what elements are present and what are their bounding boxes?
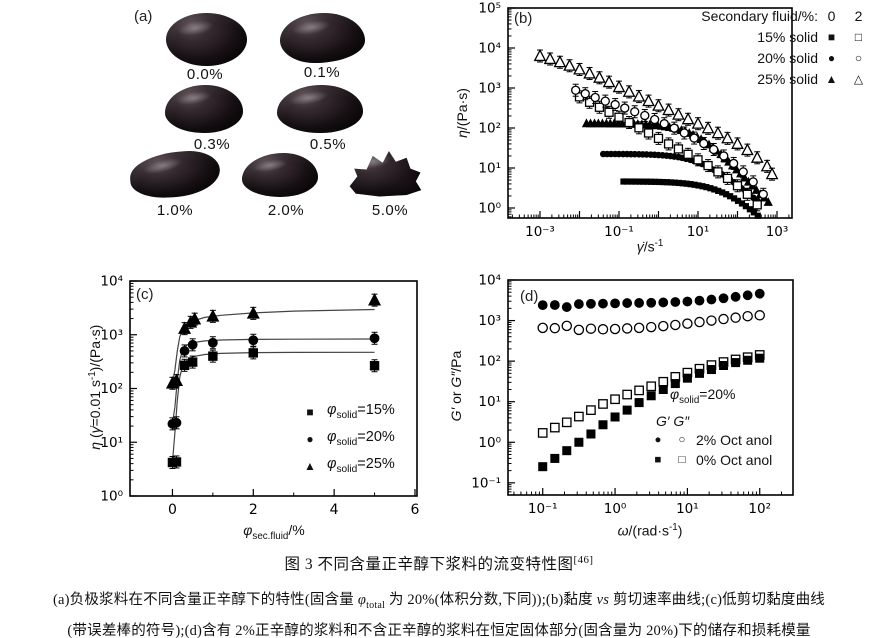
- panel-c-y-axis-label: η (γ̇=0.01 s-1)/(Pa·s): [86, 324, 104, 450]
- svg-text:10⁰: 10⁰: [604, 501, 627, 517]
- filled-triangle-icon: ▲: [825, 72, 838, 86]
- svg-text:10⁴: 10⁴: [478, 41, 501, 57]
- svg-text:4: 4: [330, 502, 339, 518]
- sample-label: 0.3%: [193, 136, 231, 153]
- legend-title-phi-solid-20: φsolid=20%: [670, 386, 736, 406]
- slurry-photo-0.0pct: [166, 13, 247, 66]
- svg-text:10³: 10³: [100, 327, 123, 343]
- slurry-photo-5.0pct: [349, 150, 422, 197]
- sample-label: 0.1%: [303, 64, 341, 81]
- figure-caption: 图 3 不同含量正辛醇下浆料的流变特性图[46] (a)负极浆料在不同含量正辛醇…: [0, 552, 878, 638]
- panel-c-tag: (c): [136, 286, 154, 303]
- slurry-photo-0.1pct: [280, 13, 365, 63]
- svg-text:10⁴: 10⁴: [100, 274, 123, 290]
- svg-text:2: 2: [249, 502, 258, 518]
- legend-label-2pct-octanol: 2% Oct anol: [696, 431, 773, 448]
- panel-b-legend: Secondary fluid/%: 0 2 15% solid ■ □ 20%…: [701, 6, 872, 90]
- panel-b-y-axis-label: η/(Pa·s): [454, 88, 470, 138]
- svg-text:10⁻¹: 10⁻¹: [471, 475, 501, 491]
- panel-d-legend: φsolid=20% G′ G″ ● ○ 2% Oct anol ■ □ 0% …: [648, 386, 773, 469]
- svg-text:10⁻¹: 10⁻¹: [528, 501, 558, 517]
- filled-circle-icon: ●: [827, 51, 836, 65]
- sample-label: 2.0%: [267, 202, 305, 219]
- panel-d-y-axis-label: G′ or G″/Pa: [448, 350, 464, 422]
- svg-text:10⁵: 10⁵: [478, 1, 501, 17]
- open-circle-icon: ○: [678, 433, 686, 446]
- legend-label-phi-solid-25: φsolid=25%: [327, 455, 395, 476]
- chart-c-low-shear-viscosity: 0 2 4 6 10⁰ 10¹ 10² 10³ 10⁴: [100, 274, 420, 519]
- legend-head-g-prime-g-double-prime: G′ G″: [656, 412, 690, 429]
- panel-a-tag: (a): [134, 8, 153, 25]
- legend-label-0pct-octanol: 0% Oct anol: [696, 451, 773, 468]
- legend-header: Secondary fluid/%:: [701, 8, 818, 24]
- sample-label: 0.5%: [309, 136, 347, 153]
- svg-text:10⁴: 10⁴: [478, 273, 501, 289]
- panel-d-x-axis-label: ω/(rad·s-1): [617, 522, 683, 539]
- filled-square-icon: ■: [306, 404, 314, 419]
- svg-text:10³: 10³: [478, 81, 501, 97]
- filled-triangle-icon: ▲: [304, 458, 316, 473]
- svg-text:10¹: 10¹: [478, 161, 501, 177]
- svg-text:10⁰: 10⁰: [478, 201, 501, 217]
- filled-square-icon: ■: [827, 30, 836, 44]
- legend-label-phi-solid-15: φsolid=15%: [327, 401, 395, 422]
- svg-text:10³: 10³: [478, 313, 501, 329]
- filled-square-icon: ■: [654, 453, 662, 466]
- svg-text:10⁻³: 10⁻³: [525, 224, 555, 240]
- svg-text:10⁰: 10⁰: [478, 435, 501, 451]
- svg-text:6: 6: [411, 502, 420, 518]
- slurry-photo-0.5pct: [277, 85, 363, 133]
- sample-label: 0.0%: [186, 66, 224, 83]
- legend-col-2: 2: [854, 8, 863, 24]
- svg-text:10¹: 10¹: [687, 224, 710, 240]
- svg-text:10²: 10²: [478, 121, 501, 137]
- svg-text:10⁰: 10⁰: [100, 489, 123, 505]
- panel-a: (a) 0.0% 0.1% 0.3% 0.5% 1.0% 2.0% 5.0%: [0, 0, 450, 258]
- panel-d: 10⁻¹ 10⁰ 10¹ 10² 10⁻¹ 10⁰ 10¹ 10² 10³ 10⁴ (d) G′ …: [440, 258, 878, 548]
- svg-text:10²: 10²: [478, 354, 501, 370]
- slurry-photo-1.0pct: [128, 148, 222, 201]
- slurry-photo-2.0pct: [242, 153, 318, 197]
- open-square-icon: □: [854, 30, 863, 44]
- panel-c-legend: ■ φsolid=15% ● φsolid=20% ▲ φsolid=25%: [302, 398, 395, 479]
- open-square-icon: □: [678, 453, 686, 466]
- svg-text:10²: 10²: [100, 381, 123, 397]
- svg-text:10¹: 10¹: [100, 435, 123, 451]
- caption-line-3: (带误差棒的符号);(d)含有 2%正辛醇的浆料和不含正辛醇的浆料在恒定固体部分…: [67, 623, 811, 638]
- slurry-photo-0.3pct: [165, 85, 243, 133]
- panel-b-x-axis-label: γ̇/s-1: [636, 238, 664, 255]
- sample-label: 1.0%: [156, 202, 194, 219]
- open-circle-icon: ○: [854, 51, 863, 65]
- filled-circle-icon: ●: [654, 433, 662, 446]
- caption-title: 图 3 不同含量正辛醇下浆料的流变特性图[46]: [284, 554, 594, 573]
- panel-b-tag: (b): [514, 10, 533, 27]
- legend-label-25pct-solid: 25% solid: [757, 71, 818, 87]
- open-triangle-icon: △: [853, 72, 864, 86]
- chart-d-moduli-vs-frequency: 10⁻¹ 10⁰ 10¹ 10² 10⁻¹ 10⁰ 10¹ 10² 10³ 10⁴: [471, 273, 794, 517]
- svg-text:10³: 10³: [766, 224, 789, 240]
- svg-text:10¹: 10¹: [478, 394, 501, 410]
- svg-text:10¹: 10¹: [676, 501, 699, 517]
- svg-text:0: 0: [168, 502, 177, 518]
- legend-label-20pct-solid: 20% solid: [757, 50, 818, 66]
- panel-c: 0 2 4 6 10⁰ 10¹ 10² 10³ 10⁴ (c) η (γ̇=0.01 s-1)/…: [78, 258, 440, 548]
- caption-line-2: (a)负极浆料在不同含量正辛醇下的特性(固含量 φtotal 为 20%(体积分…: [52, 592, 826, 612]
- sample-label: 5.0%: [371, 202, 409, 219]
- legend-col-0: 0: [827, 8, 836, 24]
- svg-text:10⁻¹: 10⁻¹: [604, 224, 634, 240]
- panel-b: 10⁻³ 10⁻¹ 10¹ 10³ 10⁰ 10¹ 10² 10³ 10⁴ 10⁵ (b) η/(…: [450, 0, 878, 258]
- panel-c-x-axis-label: φsec.fluid/%: [243, 522, 305, 542]
- chart-b-viscosity-vs-shear-rate: 10⁻³ 10⁻¹ 10¹ 10³ 10⁰ 10¹ 10² 10³ 10⁴ 10⁵: [478, 1, 793, 240]
- legend-label-15pct-solid: 15% solid: [757, 29, 818, 45]
- svg-text:10²: 10²: [748, 501, 771, 517]
- panel-d-tag: (d): [520, 288, 539, 305]
- legend-label-phi-solid-20: φsolid=20%: [327, 428, 395, 449]
- filled-circle-icon: ●: [306, 431, 314, 446]
